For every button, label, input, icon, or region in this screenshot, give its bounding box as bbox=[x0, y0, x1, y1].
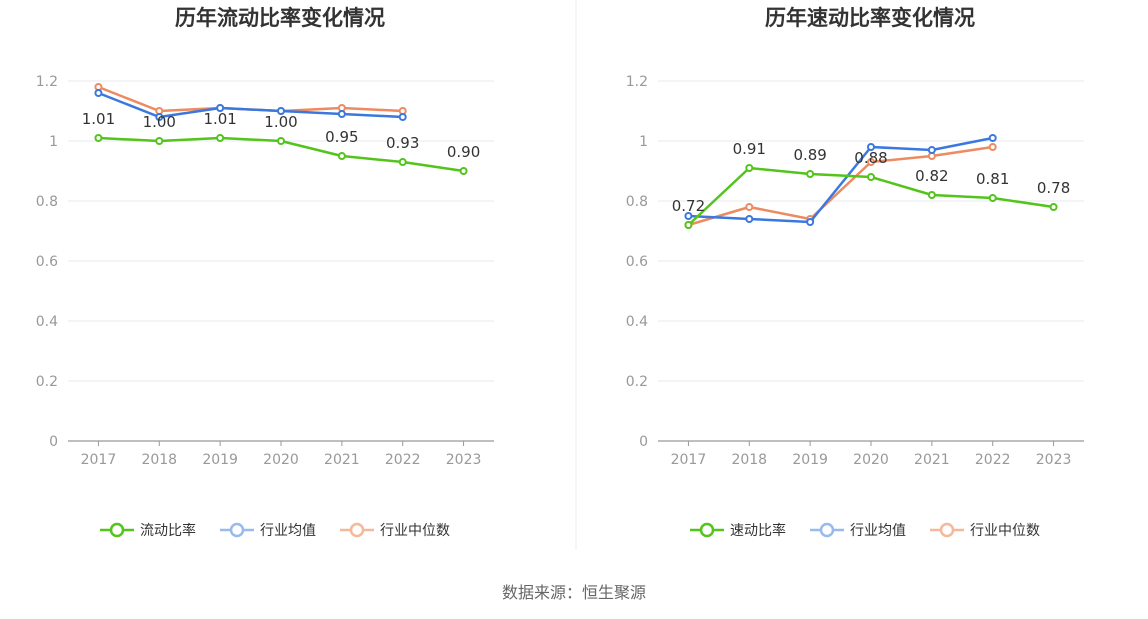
y-tick-label: 0.2 bbox=[36, 374, 58, 390]
y-tick-label: 0.8 bbox=[626, 194, 648, 210]
data-point-main bbox=[94, 134, 103, 142]
data-label: 0.88 bbox=[854, 149, 887, 167]
y-tick-label: 0 bbox=[49, 434, 58, 450]
data-label: 0.82 bbox=[915, 167, 948, 185]
data-point-main bbox=[216, 134, 225, 142]
x-tick-label: 2021 bbox=[324, 452, 360, 468]
legend-marker-main bbox=[699, 522, 715, 538]
x-tick-label: 2022 bbox=[975, 452, 1011, 468]
y-tick-label: 1.2 bbox=[626, 74, 648, 90]
y-tick-label: 1.2 bbox=[36, 74, 58, 90]
x-tick-label: 2020 bbox=[263, 452, 299, 468]
series-line-industry-median bbox=[97, 85, 403, 113]
x-tick-label: 2019 bbox=[792, 452, 828, 468]
x-tick-label: 2017 bbox=[671, 452, 707, 468]
legend-label-industry-median: 行业中位数 bbox=[970, 523, 1040, 539]
x-tick-label: 2018 bbox=[141, 452, 177, 468]
legend-label-main: 流动比率 bbox=[140, 522, 196, 539]
data-point-industry-avg bbox=[927, 146, 936, 154]
y-tick-label: 0.8 bbox=[36, 194, 58, 210]
data-point-industry-avg bbox=[277, 107, 285, 115]
data-point-industry-median bbox=[988, 143, 997, 151]
x-tick-label: 2021 bbox=[914, 452, 950, 468]
chart-title-current-ratio: 历年流动比率变化情况 bbox=[175, 6, 385, 30]
series-line-industry-median bbox=[688, 145, 993, 227]
legend-label-industry-median: 行业中位数 bbox=[380, 523, 450, 539]
y-tick-label: 0 bbox=[639, 434, 648, 450]
data-point-industry-avg bbox=[745, 215, 754, 223]
x-tick-label: 2023 bbox=[446, 452, 482, 468]
data-point-industry-avg bbox=[155, 113, 164, 121]
data-point-main bbox=[1049, 203, 1058, 211]
data-point-main bbox=[337, 152, 346, 160]
data-point-main bbox=[459, 167, 468, 175]
data-point-main bbox=[806, 170, 815, 178]
y-tick-label: 0.6 bbox=[626, 254, 648, 270]
data-point-industry-avg bbox=[867, 143, 875, 151]
data-point-main bbox=[398, 158, 407, 166]
legend-marker-industry-avg bbox=[819, 522, 835, 538]
data-point-industry-avg bbox=[398, 113, 407, 121]
data-label: 0.81 bbox=[976, 170, 1009, 188]
series-line-industry-avg bbox=[97, 91, 403, 119]
data-point-industry-median bbox=[867, 158, 875, 166]
x-tick-label: 2022 bbox=[385, 452, 421, 468]
current-ratio-chart: 0 0.2 0.4 0.6 0.8 1 1.2 2017 2018 2019 2020 2021 202… bbox=[36, 74, 494, 539]
data-label: 0.72 bbox=[672, 197, 705, 215]
legend-marker-industry-avg bbox=[229, 522, 245, 538]
data-point-main bbox=[927, 191, 936, 199]
data-label: 1.01 bbox=[203, 110, 236, 128]
x-tick-label: 2018 bbox=[731, 452, 767, 468]
data-point-industry-avg bbox=[94, 89, 103, 97]
y-tick-label: 0.4 bbox=[626, 314, 648, 330]
data-point-industry-avg bbox=[337, 110, 346, 118]
legend-marker-industry-median bbox=[939, 522, 955, 538]
legend-label-main: 速动比率 bbox=[730, 522, 786, 539]
data-point-industry-median bbox=[745, 203, 754, 211]
data-point-main bbox=[277, 137, 285, 145]
x-tick-label: 2017 bbox=[81, 452, 117, 468]
x-tick-label: 2023 bbox=[1036, 452, 1072, 468]
data-point-industry-avg bbox=[806, 218, 815, 226]
legend-marker-main bbox=[109, 522, 125, 538]
data-label: 0.93 bbox=[386, 134, 419, 152]
data-label: 1.01 bbox=[82, 110, 115, 128]
series-line-industry-avg bbox=[688, 136, 993, 224]
data-point-main bbox=[745, 164, 754, 172]
chart-title-quick-ratio: 历年速动比率变化情况 bbox=[765, 6, 975, 30]
x-tick-label: 2019 bbox=[202, 452, 238, 468]
data-source: 数据来源：恒生聚源 bbox=[502, 583, 646, 602]
data-label: 0.90 bbox=[447, 143, 480, 161]
data-point-industry-avg bbox=[988, 134, 997, 142]
data-point-industry-avg bbox=[216, 104, 225, 112]
legend-marker-industry-median bbox=[349, 522, 365, 538]
data-label: 1.00 bbox=[264, 113, 297, 131]
data-label: 1.00 bbox=[143, 113, 176, 131]
y-tick-label: 0.4 bbox=[36, 314, 58, 330]
data-point-main bbox=[155, 137, 164, 145]
data-label: 0.95 bbox=[325, 128, 358, 146]
data-label: 0.78 bbox=[1037, 179, 1070, 197]
legend-label-industry-avg: 行业均值 bbox=[850, 523, 906, 539]
data-point-industry-avg bbox=[684, 212, 693, 220]
data-point-main bbox=[988, 194, 997, 202]
y-tick-label: 0.2 bbox=[626, 374, 648, 390]
y-tick-label: 1 bbox=[49, 134, 58, 150]
y-tick-label: 0.6 bbox=[36, 254, 58, 270]
legend-label-industry-avg: 行业均值 bbox=[260, 523, 316, 539]
data-label: 0.89 bbox=[793, 146, 826, 164]
data-point-main bbox=[867, 173, 875, 181]
y-tick-label: 1 bbox=[639, 134, 648, 150]
data-point-main bbox=[684, 221, 693, 229]
x-tick-label: 2020 bbox=[853, 452, 889, 468]
data-label: 0.91 bbox=[733, 140, 766, 158]
